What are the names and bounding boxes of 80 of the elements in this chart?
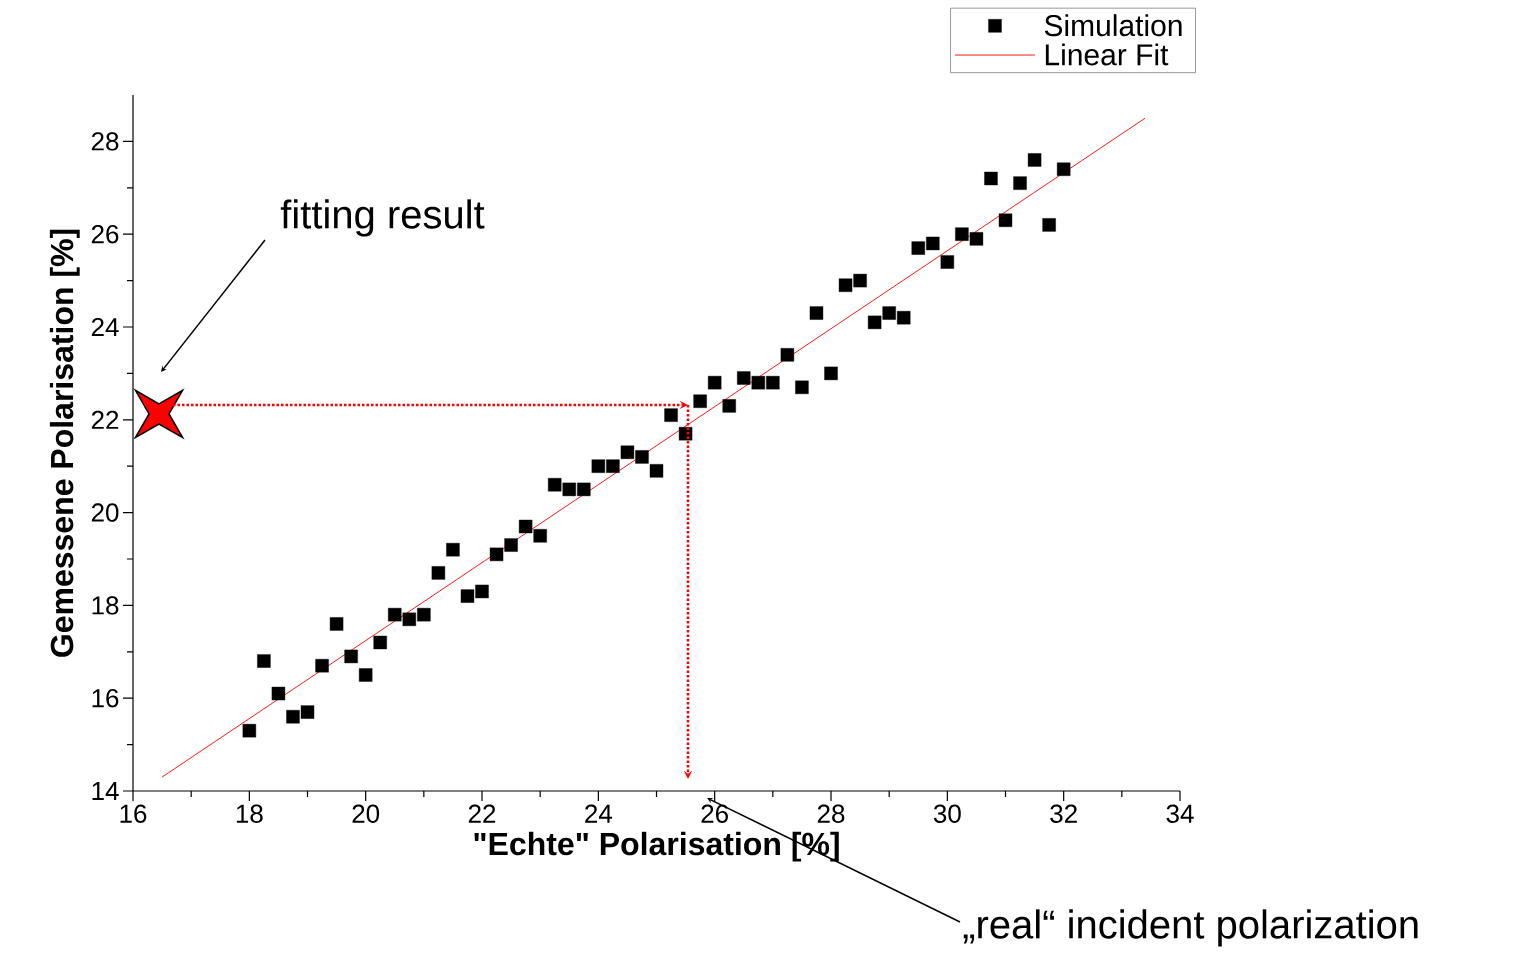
point [955, 227, 969, 241]
point [722, 399, 736, 413]
x-tick-label: 34 [1166, 804, 1194, 823]
point [984, 171, 998, 186]
x-tick-label: 22 [468, 804, 496, 823]
point [388, 607, 402, 622]
point [649, 464, 664, 478]
point [242, 723, 257, 738]
point [271, 686, 286, 701]
point [969, 232, 984, 246]
point [693, 394, 707, 408]
point [678, 427, 693, 441]
y-tick-label: 26 [91, 224, 119, 244]
point [431, 566, 446, 580]
point [562, 482, 576, 497]
point [315, 659, 329, 673]
point [853, 273, 867, 288]
text: „real“ incident polarization [963, 909, 1418, 947]
point [809, 306, 824, 320]
point [504, 538, 518, 552]
x-tick-label: 18 [236, 804, 263, 823]
point [737, 371, 751, 385]
x-tick-label: 20 [352, 804, 380, 823]
point [475, 584, 489, 599]
x-tick-label: 26 [701, 804, 728, 823]
y-tick-label: 14 [92, 782, 119, 800]
y-tick-label: 24 [91, 317, 119, 337]
point [591, 459, 606, 473]
point [1013, 176, 1027, 190]
y-tick-label: 28 [91, 132, 119, 151]
x-tick-label: 30 [933, 804, 961, 823]
y-tick-label: 22 [91, 410, 119, 429]
point [998, 213, 1013, 227]
x-tick-label: 28 [817, 804, 845, 823]
point [518, 519, 533, 534]
point [489, 547, 504, 562]
x-tick-label: 32 [1050, 804, 1077, 823]
x-tick-label: 24 [585, 804, 613, 823]
point [766, 375, 780, 390]
point [286, 710, 300, 724]
legend-label: Linear Fit [1045, 43, 1169, 66]
y-tick-label: 18 [92, 596, 119, 615]
point [257, 654, 271, 668]
legend-label: Simulation [1044, 14, 1182, 37]
point [664, 408, 678, 422]
point [1027, 153, 1042, 167]
point [344, 649, 358, 664]
point [1042, 218, 1056, 232]
point [940, 255, 955, 269]
point [707, 375, 722, 390]
point [402, 612, 416, 627]
point [867, 315, 882, 330]
point [635, 450, 649, 464]
point [897, 311, 911, 325]
point [533, 529, 547, 543]
point [446, 543, 460, 557]
x-tick-label: 16 [120, 804, 147, 823]
point [911, 241, 925, 255]
point [882, 306, 896, 320]
point [329, 617, 344, 631]
point [577, 482, 591, 497]
point [751, 375, 765, 390]
point [1056, 162, 1071, 176]
point [417, 607, 431, 622]
point [606, 459, 620, 473]
y-axis-title: Gemessene Polarisation [%] [49, 229, 80, 657]
point [795, 380, 809, 395]
y-tick-label: 16 [92, 688, 119, 708]
point [838, 278, 853, 292]
y-tick-label: 20 [91, 503, 119, 522]
point [300, 705, 315, 719]
point [548, 478, 562, 492]
point [926, 236, 940, 251]
point [824, 366, 838, 381]
point [358, 668, 373, 682]
annotation: fitting result [280, 199, 485, 237]
point [780, 348, 795, 362]
point [373, 635, 387, 650]
point [460, 589, 475, 603]
point [620, 445, 635, 459]
